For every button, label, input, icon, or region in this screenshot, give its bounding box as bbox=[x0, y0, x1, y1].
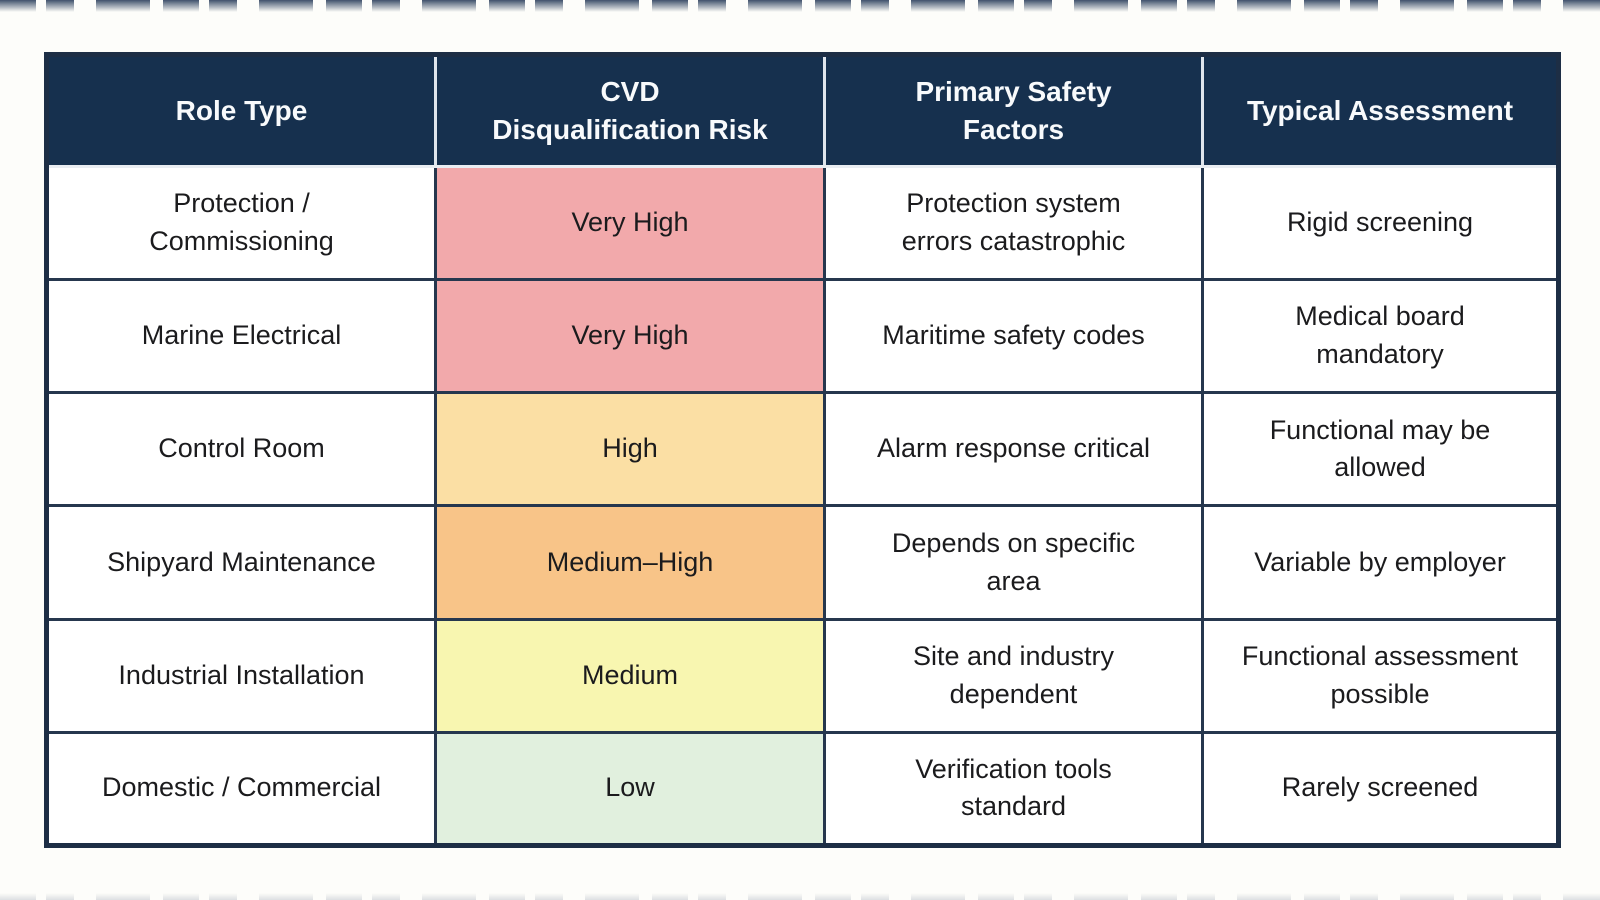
bottom-crop-artifact bbox=[0, 893, 1600, 900]
risk-cell: Medium–High bbox=[434, 504, 826, 621]
top-crop-artifact bbox=[0, 0, 1600, 12]
risk-cell: Very High bbox=[434, 278, 826, 395]
header-cell-typical-assessment: Typical Assessment bbox=[1201, 54, 1559, 168]
table-row: Control Room High Alarm response critica… bbox=[45, 391, 1560, 508]
role-cell: Protection / Commissioning bbox=[45, 164, 437, 282]
role-cell: Shipyard Maintenance bbox=[45, 504, 437, 621]
table-row: Shipyard Maintenance Medium–High Depends… bbox=[45, 504, 1560, 621]
header-cell-role-type: Role Type bbox=[46, 54, 436, 168]
assessment-cell: Functional may be allowed bbox=[1201, 391, 1560, 508]
factors-cell: Depends on specific area bbox=[823, 504, 1204, 621]
table-row: Marine Electrical Very High Maritime saf… bbox=[45, 278, 1560, 395]
table-row: Industrial Installation Medium Site and … bbox=[45, 617, 1560, 734]
assessment-cell: Variable by employer bbox=[1201, 504, 1560, 621]
risk-cell: High bbox=[434, 391, 826, 508]
cvd-risk-table: Role Type CVD Disqualification Risk Prim… bbox=[44, 52, 1561, 848]
factors-cell: Site and industry dependent bbox=[823, 617, 1204, 734]
factors-cell: Alarm response critical bbox=[823, 391, 1204, 508]
table-row: Domestic / Commercial Low Verification t… bbox=[45, 730, 1560, 848]
role-cell: Domestic / Commercial bbox=[45, 730, 437, 848]
role-cell: Industrial Installation bbox=[45, 617, 437, 734]
role-cell: Marine Electrical bbox=[45, 278, 437, 395]
factors-cell: Maritime safety codes bbox=[823, 278, 1204, 395]
risk-cell: Very High bbox=[434, 164, 826, 282]
assessment-cell: Rigid screening bbox=[1201, 164, 1560, 282]
assessment-cell: Rarely screened bbox=[1201, 730, 1560, 848]
header-row: Role Type CVD Disqualification Risk Prim… bbox=[46, 54, 1559, 168]
assessment-cell: Medical board mandatory bbox=[1201, 278, 1560, 395]
header-cell-safety-factors: Primary Safety Factors bbox=[823, 54, 1203, 168]
risk-cell: Low bbox=[434, 730, 826, 848]
factors-cell: Protection system errors catastrophic bbox=[823, 164, 1204, 282]
header-cell-cvd-risk: CVD Disqualification Risk bbox=[434, 54, 825, 168]
role-cell: Control Room bbox=[45, 391, 437, 508]
factors-cell: Verification tools standard bbox=[823, 730, 1204, 848]
assessment-cell: Functional assessment possible bbox=[1201, 617, 1560, 734]
risk-cell: Medium bbox=[434, 617, 826, 734]
table-row: Protection / Commissioning Very High Pro… bbox=[45, 164, 1560, 282]
